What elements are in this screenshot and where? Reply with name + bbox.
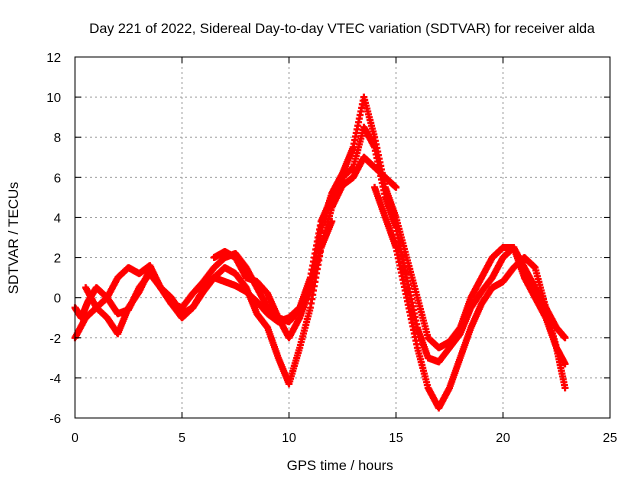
data-markers — [71, 93, 569, 412]
x-tick-label: 5 — [178, 430, 185, 445]
y-tick-label: -2 — [49, 331, 61, 346]
y-tick-label: 12 — [47, 50, 61, 65]
y-tick-label: 4 — [54, 210, 61, 225]
axis-ticks: 0 5 10 15 20 25 -6 -4 -2 0 2 4 6 8 10 12 — [47, 50, 618, 445]
data-point — [561, 360, 569, 368]
series-track-3 — [71, 153, 400, 388]
data-point — [392, 183, 400, 191]
x-tick-label: 20 — [496, 430, 510, 445]
x-axis-label: GPS time / hours — [287, 457, 394, 473]
x-tick-label: 10 — [282, 430, 296, 445]
series-track-5 — [210, 217, 336, 342]
y-tick-label: 6 — [54, 170, 61, 185]
plot-frame — [74, 56, 611, 419]
x-tick-label: 0 — [71, 430, 78, 445]
series-track-2 — [82, 123, 569, 368]
series-track-4 — [371, 183, 569, 412]
data-point — [328, 217, 336, 225]
y-tick-label: -6 — [49, 411, 61, 426]
x-tick-label: 15 — [389, 430, 403, 445]
y-tick-label: 0 — [54, 291, 61, 306]
y-axis-label: SDTVAR / TECUs — [5, 182, 21, 294]
x-tick-label: 25 — [603, 430, 617, 445]
grid-lines — [75, 57, 610, 418]
data-point — [561, 384, 569, 392]
y-tick-label: -4 — [49, 371, 61, 386]
y-tick-label: 10 — [47, 90, 61, 105]
y-tick-label: 2 — [54, 251, 61, 266]
data-point — [561, 334, 569, 342]
y-tick-label: 8 — [54, 130, 61, 145]
chart-title: Day 221 of 2022, Sidereal Day-to-day VTE… — [89, 20, 595, 36]
